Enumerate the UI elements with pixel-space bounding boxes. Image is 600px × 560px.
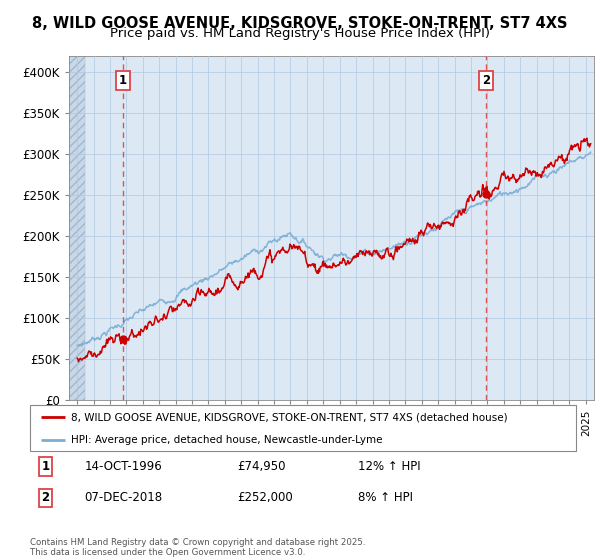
Text: 12% ↑ HPI: 12% ↑ HPI bbox=[358, 460, 420, 473]
FancyBboxPatch shape bbox=[30, 405, 576, 451]
Text: 1: 1 bbox=[119, 74, 127, 87]
Text: 2: 2 bbox=[482, 74, 490, 87]
Text: 07-DEC-2018: 07-DEC-2018 bbox=[85, 491, 163, 504]
Text: 8, WILD GOOSE AVENUE, KIDSGROVE, STOKE-ON-TRENT, ST7 4XS (detached house): 8, WILD GOOSE AVENUE, KIDSGROVE, STOKE-O… bbox=[71, 412, 508, 422]
Text: HPI: Average price, detached house, Newcastle-under-Lyme: HPI: Average price, detached house, Newc… bbox=[71, 435, 382, 445]
Text: Contains HM Land Registry data © Crown copyright and database right 2025.
This d: Contains HM Land Registry data © Crown c… bbox=[30, 538, 365, 557]
Text: 8, WILD GOOSE AVENUE, KIDSGROVE, STOKE-ON-TRENT, ST7 4XS: 8, WILD GOOSE AVENUE, KIDSGROVE, STOKE-O… bbox=[32, 16, 568, 31]
Text: 8% ↑ HPI: 8% ↑ HPI bbox=[358, 491, 413, 504]
Text: 2: 2 bbox=[41, 491, 49, 504]
Text: 14-OCT-1996: 14-OCT-1996 bbox=[85, 460, 163, 473]
Text: £252,000: £252,000 bbox=[238, 491, 293, 504]
Text: 1: 1 bbox=[41, 460, 49, 473]
Bar bbox=[69, 48, 85, 400]
Text: Price paid vs. HM Land Registry's House Price Index (HPI): Price paid vs. HM Land Registry's House … bbox=[110, 27, 490, 40]
Text: £74,950: £74,950 bbox=[238, 460, 286, 473]
